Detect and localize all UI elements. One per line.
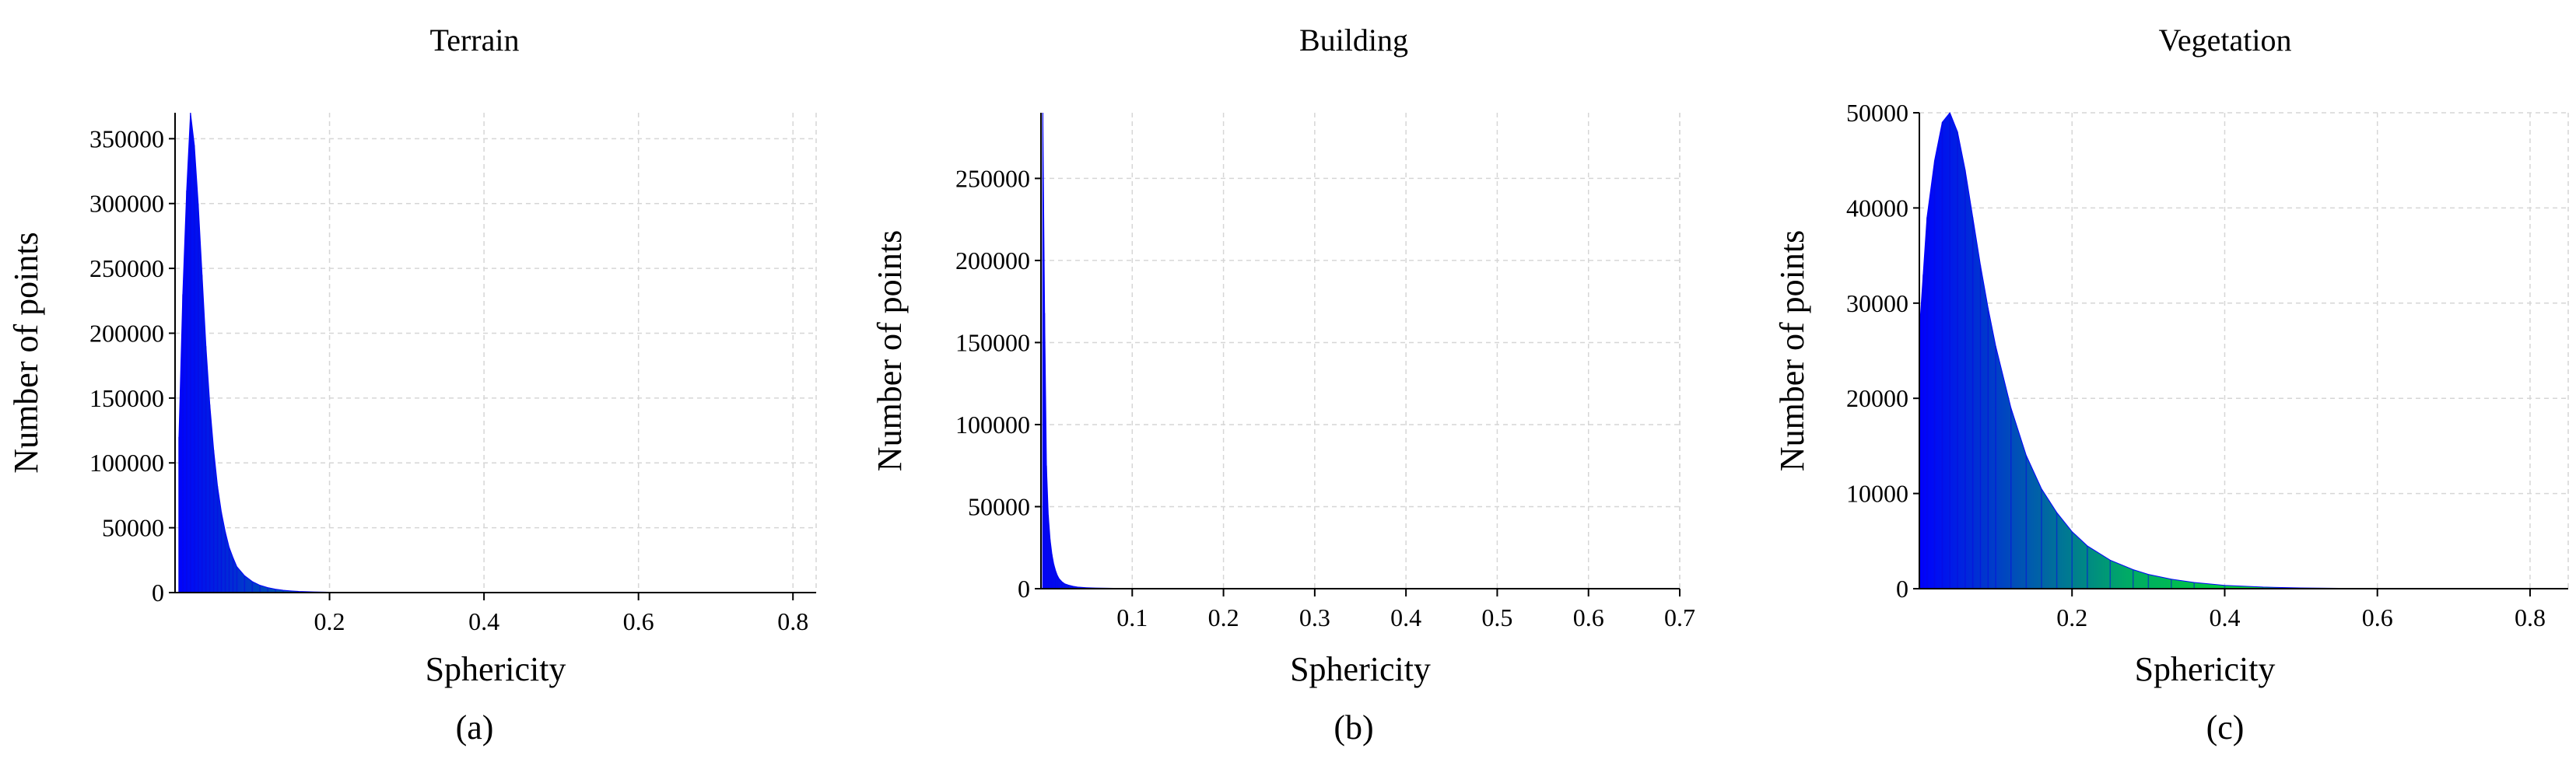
y-tick-label-1: 0 bbox=[1018, 575, 1030, 603]
y-tick-label-1: 0 bbox=[1896, 575, 1908, 603]
chart-panel-1: 0.2 0.4 0.6 0.8 0 50000 100000 150000 200000 2500… bbox=[7, 23, 817, 747]
x-axis-label: Sphericity bbox=[1290, 650, 1431, 688]
chart-panel-3: 0.2 0.4 0.6 0.8 0 10000 20000 30000 40000 50000 Ve… bbox=[1773, 23, 2569, 747]
y-tick-label-2: 10000 bbox=[1846, 480, 1908, 508]
y-tick-label-2: 50000 bbox=[102, 514, 164, 542]
x-tick-label-7: 0.7 bbox=[1664, 603, 1695, 631]
y-tick-label-5: 40000 bbox=[1846, 194, 1908, 222]
x-tick-label-3: 0.6 bbox=[623, 607, 654, 635]
y-tick-label-4: 30000 bbox=[1846, 289, 1908, 317]
x-tick-label-4: 0.4 bbox=[1390, 603, 1421, 631]
x-tick-label-6: 0.6 bbox=[1573, 603, 1604, 631]
y-tick-label-4: 150000 bbox=[89, 384, 164, 412]
y-axis-label: Number of points bbox=[7, 232, 45, 473]
panel-label: (c) bbox=[2206, 708, 2245, 747]
y-tick-label-6: 50000 bbox=[1846, 99, 1908, 127]
chart-title: Terrain bbox=[430, 23, 520, 58]
y-tick-label-3: 20000 bbox=[1846, 384, 1908, 412]
x-tick-label-2: 0.4 bbox=[468, 607, 499, 635]
y-tick-label-5: 200000 bbox=[89, 319, 164, 347]
y-tick-label-4: 150000 bbox=[955, 328, 1030, 356]
y-tick-label-7: 300000 bbox=[89, 190, 164, 218]
x-tick-label-5: 0.5 bbox=[1481, 603, 1512, 631]
x-tick-label-4: 0.8 bbox=[777, 607, 808, 635]
x-axis-label: Sphericity bbox=[426, 650, 566, 688]
histogram-area bbox=[178, 112, 485, 593]
y-axis-label: Number of points bbox=[871, 230, 909, 471]
panel-label: (a) bbox=[456, 708, 494, 747]
x-tick-label-3: 0.3 bbox=[1299, 603, 1330, 631]
chart-title: Vegetation bbox=[2158, 23, 2291, 58]
y-tick-label-1: 0 bbox=[152, 579, 164, 607]
y-tick-label-2: 50000 bbox=[968, 492, 1030, 520]
y-axis-label: Number of points bbox=[1773, 230, 1811, 471]
x-axis-label: Sphericity bbox=[2135, 650, 2276, 688]
y-tick-label-6: 250000 bbox=[89, 254, 164, 282]
x-tick-label-3: 0.6 bbox=[2362, 603, 2393, 631]
y-tick-label-8: 350000 bbox=[89, 124, 164, 152]
x-tick-label-1: 0.2 bbox=[2056, 603, 2087, 631]
x-tick-label-2: 0.2 bbox=[1208, 603, 1239, 631]
chart-title: Building bbox=[1299, 23, 1408, 58]
chart-panel-2: 0.1 0.2 0.3 0.4 0.5 0.6 0.7 0 50000 100000 150000 2… bbox=[871, 23, 1695, 747]
panel-label: (b) bbox=[1334, 708, 1373, 747]
y-tick-label-6: 250000 bbox=[955, 164, 1030, 192]
x-tick-label-4: 0.8 bbox=[2515, 603, 2546, 631]
histogram-area bbox=[1042, 112, 1225, 589]
x-tick-label-1: 0.2 bbox=[314, 607, 345, 635]
y-tick-label-3: 100000 bbox=[955, 411, 1030, 439]
x-tick-label-1: 0.1 bbox=[1116, 603, 1148, 631]
y-tick-label-5: 200000 bbox=[955, 247, 1030, 275]
y-tick-label-3: 100000 bbox=[89, 449, 164, 477]
x-tick-label-2: 0.4 bbox=[2209, 603, 2240, 631]
